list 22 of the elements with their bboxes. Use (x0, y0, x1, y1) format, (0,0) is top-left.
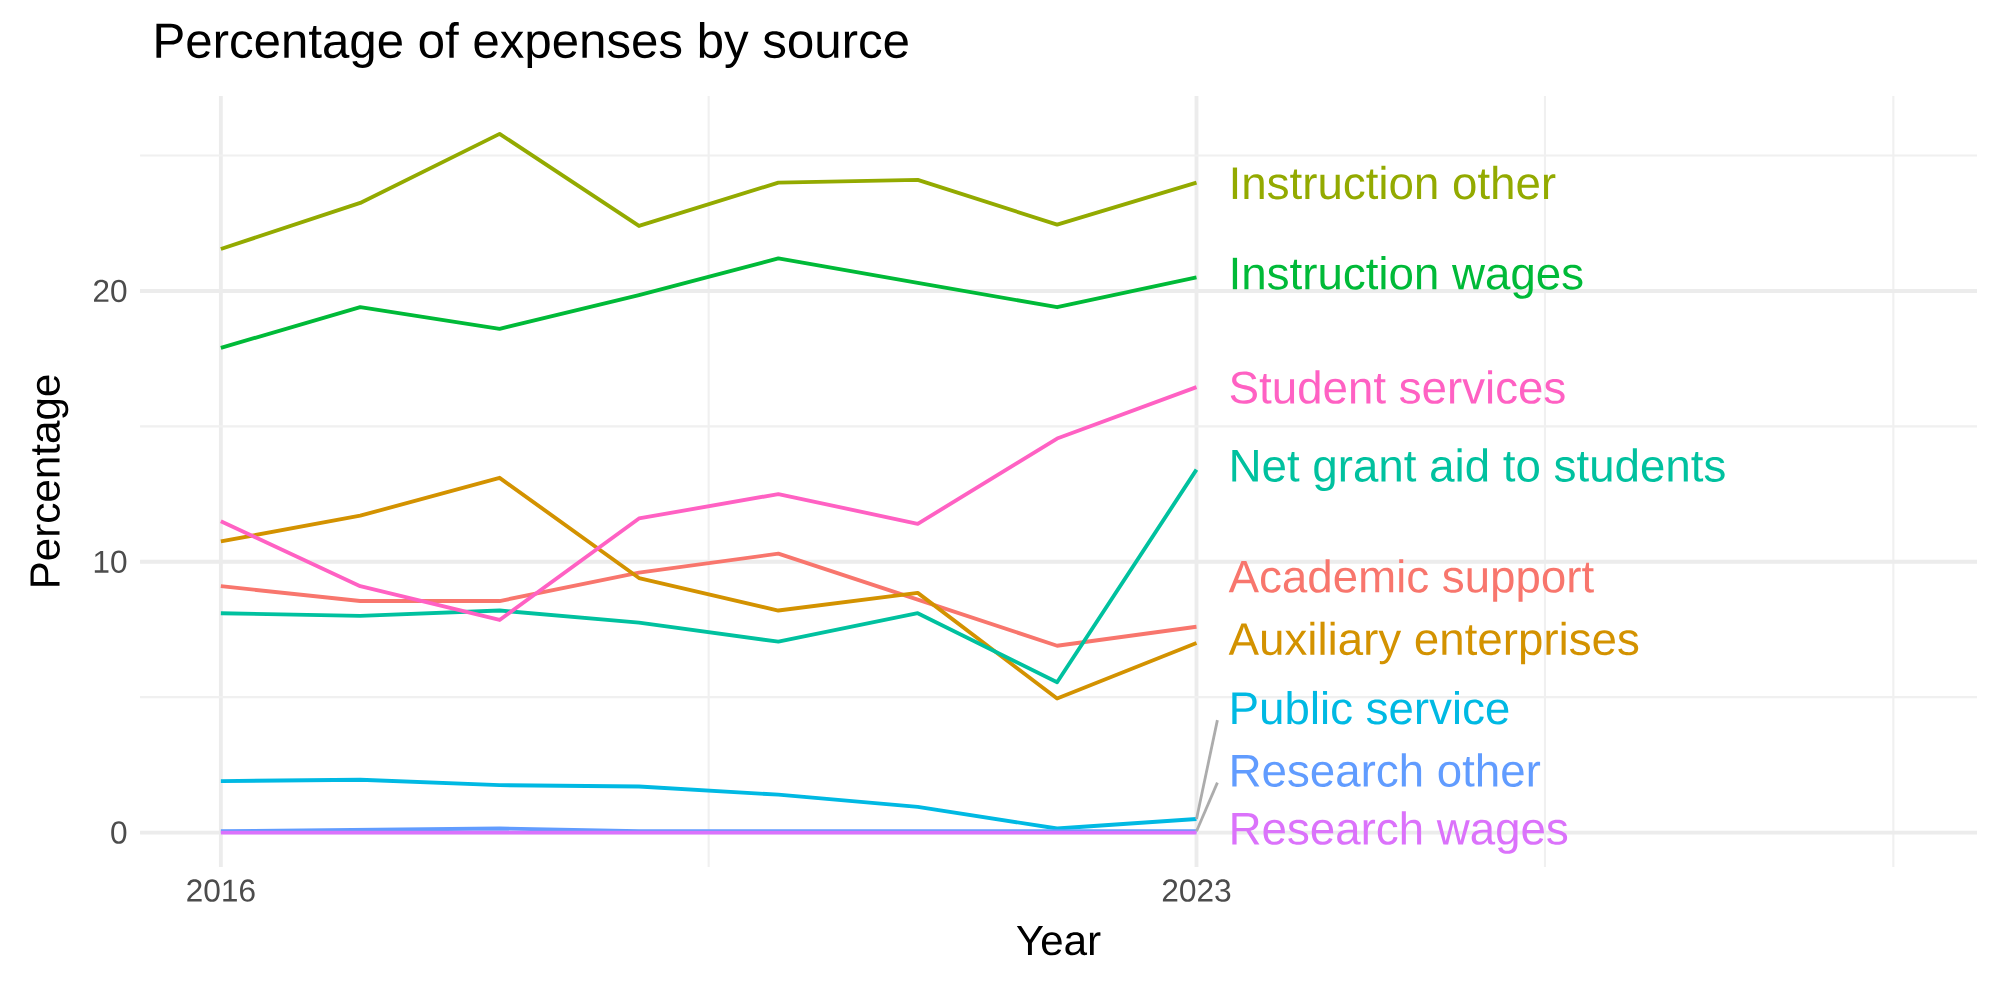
x-axis-title: Year (1016, 925, 1101, 956)
x-tick-label: 2023 (1162, 879, 1231, 902)
y-tick-label: 0 (111, 821, 127, 844)
y-axis-title: Percentage (30, 375, 69, 586)
y-tick-label: 20 (94, 279, 127, 303)
text: Public service (1232, 690, 1509, 725)
line-series (218, 777, 1199, 831)
series-label: Research other (1232, 753, 1541, 787)
line-series (218, 256, 1199, 350)
series-label: Auxiliary enterprises (1228, 621, 1639, 665)
series-label: Instruction other (1232, 165, 1556, 200)
series-label: Academic support (1228, 559, 1594, 602)
series-label: Student services (1230, 370, 1565, 404)
y-tick-label: 10 (94, 550, 127, 573)
series-label: Net grant aid to students (1232, 448, 1725, 491)
line-series (218, 385, 1199, 622)
chart-title: Percentage of expenses by source (156, 22, 908, 68)
series-label: Research wages (1232, 811, 1568, 854)
line-series (218, 551, 1199, 648)
x-tick-label: 2016 (187, 879, 255, 902)
series-label: Instruction wages (1232, 256, 1583, 299)
line-series (218, 131, 1199, 251)
